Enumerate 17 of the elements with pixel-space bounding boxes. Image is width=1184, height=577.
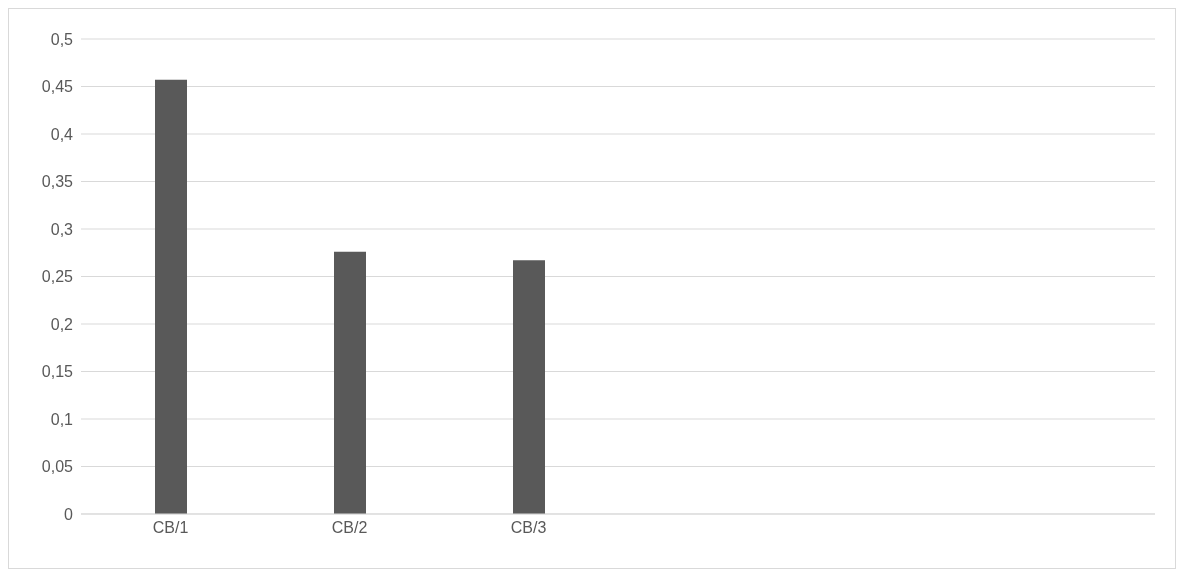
y-tick-label: 0,2: [50, 315, 74, 333]
y-tick-label: 0,4: [50, 125, 74, 143]
bar: [513, 260, 545, 514]
y-tick-label: 0,5: [50, 30, 74, 48]
y-tick-label: 0,05: [41, 458, 74, 476]
y-tick-label: 0,15: [41, 363, 74, 381]
y-tick-label: 0,3: [50, 220, 74, 238]
y-tick-label: 0,35: [41, 173, 74, 191]
y-tick-label: 0,1: [50, 410, 74, 428]
y-tick-label: 0: [64, 505, 74, 523]
bar: [334, 251, 366, 514]
y-tick-label: 0,25: [41, 268, 74, 286]
x-tick-label: CB/2: [331, 519, 368, 537]
bar: [155, 79, 187, 514]
y-tick-label: 0,45: [41, 78, 74, 96]
x-tick-label: CB/3: [510, 519, 547, 537]
x-tick-label: CB/1: [152, 519, 189, 537]
